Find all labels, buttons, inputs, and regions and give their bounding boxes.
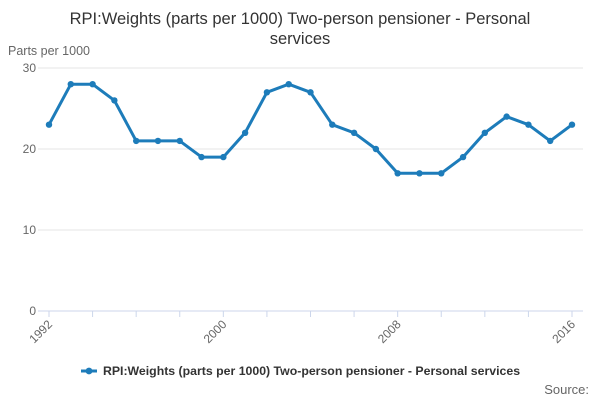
- data-point-marker[interactable]: [350, 129, 358, 136]
- data-point-marker[interactable]: [220, 153, 227, 161]
- data-point-marker[interactable]: [568, 121, 576, 128]
- data-point-marker[interactable]: [89, 81, 96, 88]
- data-point-marker[interactable]: [372, 145, 380, 153]
- data-point-marker[interactable]: [176, 137, 183, 145]
- y-axis-tick-label: 0: [29, 304, 36, 318]
- x-axis-tick-label: 2016: [549, 317, 578, 346]
- data-point-marker[interactable]: [394, 170, 401, 177]
- chart-title: RPI:Weights (parts per 1000) Two-person …: [69, 10, 531, 49]
- x-axis-tick-label: 1992: [26, 317, 55, 346]
- y-axis-tick-label: 30: [23, 61, 37, 75]
- legend-item[interactable]: RPI:Weights (parts per 1000) Two-person …: [80, 364, 520, 378]
- data-point-marker[interactable]: [416, 170, 423, 177]
- data-point-marker[interactable]: [438, 170, 445, 177]
- legend-label: RPI:Weights (parts per 1000) Two-person …: [102, 364, 521, 378]
- data-point-marker[interactable]: [525, 121, 532, 128]
- data-point-marker[interactable]: [154, 137, 162, 145]
- data-point-marker[interactable]: [263, 89, 271, 96]
- data-point-marker[interactable]: [198, 153, 205, 161]
- y-axis-unit-label: Parts per 1000: [8, 44, 90, 58]
- data-point-marker[interactable]: [459, 153, 467, 161]
- source-label: Source:: [544, 382, 589, 397]
- series-line: [47, 82, 574, 175]
- legend: RPI:Weights (parts per 1000) Two-person …: [0, 364, 600, 378]
- data-point-marker[interactable]: [67, 81, 74, 88]
- data-point-marker[interactable]: [45, 121, 53, 128]
- legend-line-marker-icon: [80, 367, 97, 375]
- data-point-marker[interactable]: [111, 97, 118, 104]
- chart-title-wrap: RPI:Weights (parts per 1000) Two-person …: [0, 9, 600, 49]
- data-point-marker[interactable]: [132, 137, 140, 145]
- data-point-marker[interactable]: [329, 121, 336, 128]
- y-axis-tick-label: 20: [23, 142, 37, 156]
- data-point-marker[interactable]: [481, 129, 489, 136]
- data-point-marker[interactable]: [307, 89, 314, 96]
- data-point-marker[interactable]: [241, 129, 249, 136]
- x-axis-tick-label: 2000: [201, 317, 230, 346]
- data-point-marker[interactable]: [547, 137, 554, 145]
- data-point-marker[interactable]: [503, 113, 510, 120]
- data-point-marker[interactable]: [285, 81, 292, 88]
- x-axis-tick-label: 2008: [375, 317, 404, 346]
- y-axis-tick-label: 10: [23, 223, 37, 237]
